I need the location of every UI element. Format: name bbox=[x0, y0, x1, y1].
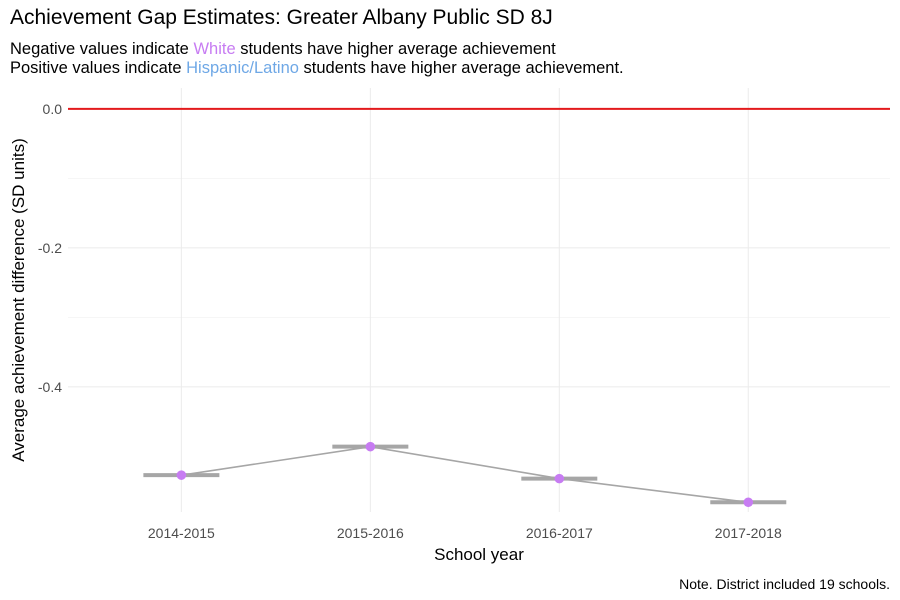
subtitle-white-highlight: White bbox=[193, 40, 236, 58]
y-tick-label-1: -0.2 bbox=[38, 240, 62, 256]
x-tick-labels: 2014-2015 2015-2016 2016-2017 2017-2018 bbox=[148, 525, 782, 541]
x-axis-title: School year bbox=[434, 545, 524, 564]
grid-lines bbox=[68, 88, 890, 512]
y-tick-label-2: -0.4 bbox=[38, 379, 62, 395]
data-point-2015-2016 bbox=[365, 441, 376, 452]
chart-title: Achievement Gap Estimates: Greater Alban… bbox=[10, 6, 553, 29]
subtitle-positive-prefix: Positive values indicate bbox=[10, 59, 187, 77]
y-axis-title: Average achievement difference (SD units… bbox=[9, 138, 28, 462]
data-point-2014-2015 bbox=[176, 470, 187, 480]
x-tick-label-3: 2017-2018 bbox=[715, 525, 782, 541]
subtitle-negative-suffix: students have higher average achievement bbox=[235, 40, 556, 58]
x-tick-label-2: 2016-2017 bbox=[526, 525, 593, 541]
subtitle-positive-suffix: students have higher average achievement… bbox=[298, 59, 624, 77]
subtitle-positive: Positive values indicate Hispanic/Latino… bbox=[10, 59, 624, 78]
caption-note: Note. District included 19 schools. bbox=[679, 576, 890, 592]
subtitle-negative-prefix: Negative values indicate bbox=[10, 40, 194, 58]
trend-line bbox=[181, 445, 749, 504]
y-tick-labels: 0.0 -0.2 -0.4 bbox=[38, 101, 62, 395]
subtitle-hispanic-highlight: Hispanic/Latino bbox=[186, 59, 299, 77]
data-point-2016-2017 bbox=[554, 473, 565, 484]
data-point-2017-2018 bbox=[743, 497, 754, 508]
x-tick-label-1: 2015-2016 bbox=[337, 525, 404, 541]
subtitle-negative: Negative values indicate White students … bbox=[10, 40, 556, 59]
y-tick-label-0: 0.0 bbox=[43, 101, 63, 117]
series-group bbox=[143, 441, 787, 508]
x-tick-label-0: 2014-2015 bbox=[148, 525, 215, 541]
